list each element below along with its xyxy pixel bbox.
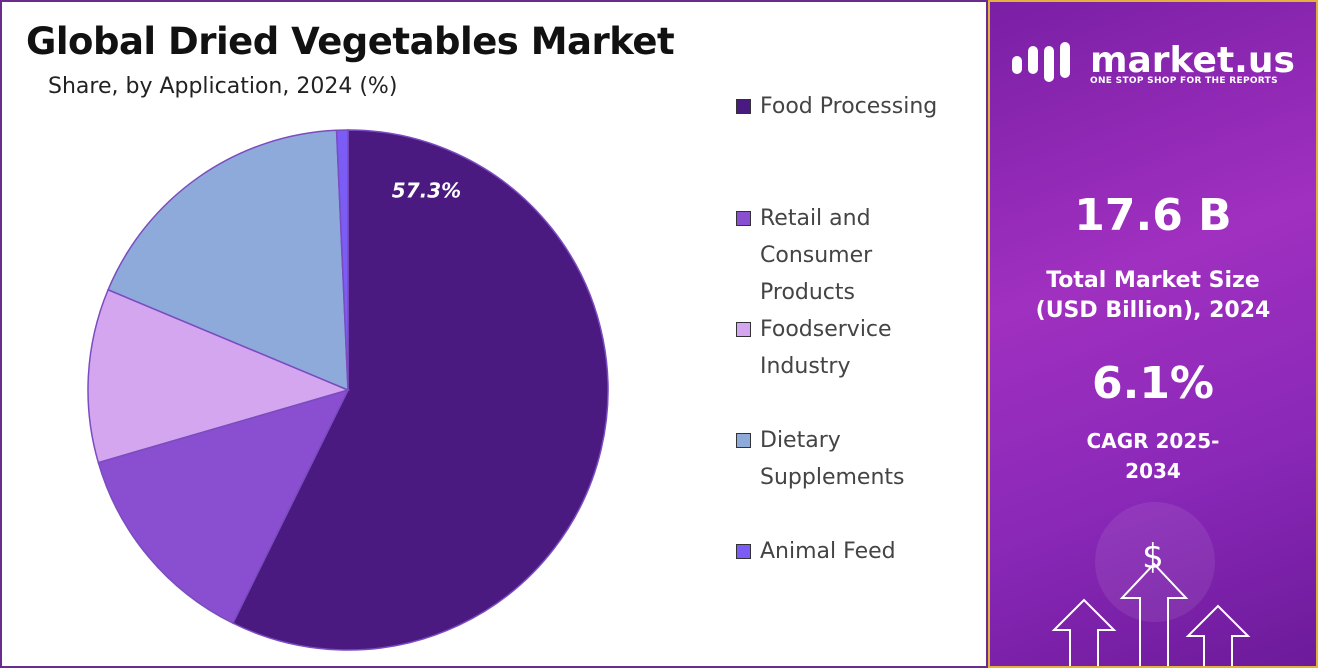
pie-slice [231, 129, 609, 651]
brand-tagline: ONE STOP SHOP FOR THE REPORTS [1090, 76, 1278, 86]
info-panel: market.us ONE STOP SHOP FOR THE REPORTS … [988, 0, 1318, 668]
legend-label: Dietary Supplements [760, 428, 905, 490]
market-size-label: Total Market Size (USD Billion), 2024 [1035, 268, 1271, 323]
decoration [1012, 42, 1251, 666]
legend-item: Animal Feed [736, 533, 976, 570]
cagr: 6.1% [1091, 358, 1215, 409]
pie-chart: 57.3% [87, 129, 609, 651]
legend-item: Food Processing [736, 88, 976, 125]
logo [1012, 42, 1070, 82]
legend-label: Animal Feed [760, 539, 896, 564]
pie-slice [107, 129, 349, 392]
cagr-label: CAGR 2025-2034 [1086, 429, 1220, 483]
market-size: 17.6 B [1074, 190, 1232, 241]
pie-slice [335, 129, 349, 391]
pie-slice [97, 388, 350, 625]
chart-subtitle: Share, by Application, 2024 (%) [48, 74, 398, 99]
legend-label: Retail and Consumer Products [760, 206, 873, 305]
legend-label: Foodservice Industry [760, 317, 892, 379]
icon-text: $ [1142, 537, 1164, 577]
legend-swatch [736, 322, 751, 337]
chart-title: Global Dried Vegetables Market [26, 20, 675, 63]
legend-item: Foodservice Industry [736, 311, 976, 385]
chart-area: Global Dried Vegetables Market Share, by… [0, 0, 988, 668]
data-label: 57.3% [392, 178, 461, 202]
legend-swatch [736, 544, 751, 559]
legend-swatch [736, 99, 751, 114]
pie-slice [87, 288, 351, 464]
arrows [1051, 562, 1251, 666]
brand-name: market.us [1090, 40, 1295, 81]
icon-circle [1095, 502, 1215, 622]
legend-swatch [736, 433, 751, 448]
legend-swatch [736, 211, 751, 226]
legend-item: Dietary Supplements [736, 422, 976, 496]
legend-label: Food Processing [760, 94, 938, 119]
legend-item: Retail and Consumer Products [736, 200, 976, 311]
